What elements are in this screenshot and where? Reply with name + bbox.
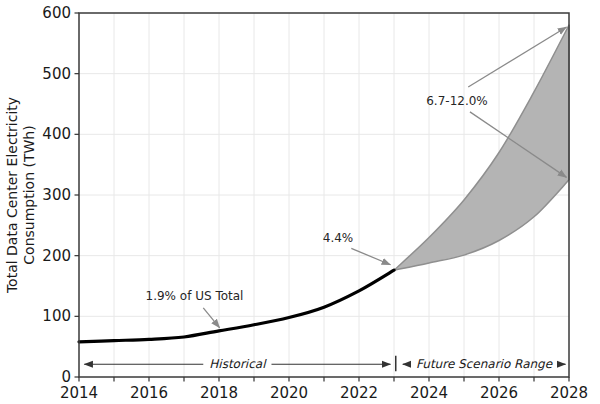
x-tick-label: 2018 [200,384,238,402]
annotation-1-9-percent: 1.9% of US Total [146,289,244,303]
y-axis-title-line1: Total Data Center Electricity [4,97,20,294]
annotation-6-7-12-percent: 6.7-12.0% [426,94,488,108]
historical-line [79,270,394,342]
y-tick-label: 300 [42,186,71,204]
y-tick-label: 0 [61,368,71,386]
annotation-arrow [203,308,219,328]
x-tick-label: 2024 [410,384,448,402]
annotation-4-4-percent: 4.4% [323,231,354,245]
historical-line-group [79,270,394,342]
y-tick-label: 400 [42,125,71,143]
scenario-band-group [394,25,569,270]
future-range-label: Future Scenario Range [416,357,554,371]
x-tick-label: 2014 [60,384,98,402]
y-axis-title-line2: Consumption (TWh) [21,125,37,264]
y-tick-label: 200 [42,247,71,265]
x-tick-label: 2022 [340,384,378,402]
historical-range-label: Historical [209,357,267,371]
y-tick-label: 600 [42,4,71,22]
future-scenario-band [394,25,569,270]
x-tick-label: 2016 [130,384,168,402]
data-center-consumption-chart: 2014 2016 2018 2020 2022 2024 2026 2028 0 100 200 3… [0,0,600,404]
x-tick-label: 2026 [480,384,518,402]
figure: 2014 2016 2018 2020 2022 2024 2026 2028 0 100 200 3… [0,0,600,404]
x-tick-label: 2020 [270,384,308,402]
y-tick-label: 100 [42,307,71,325]
x-tick-label: 2028 [550,384,588,402]
y-tick-label: 500 [42,65,71,83]
annotation-arrow [351,248,390,264]
